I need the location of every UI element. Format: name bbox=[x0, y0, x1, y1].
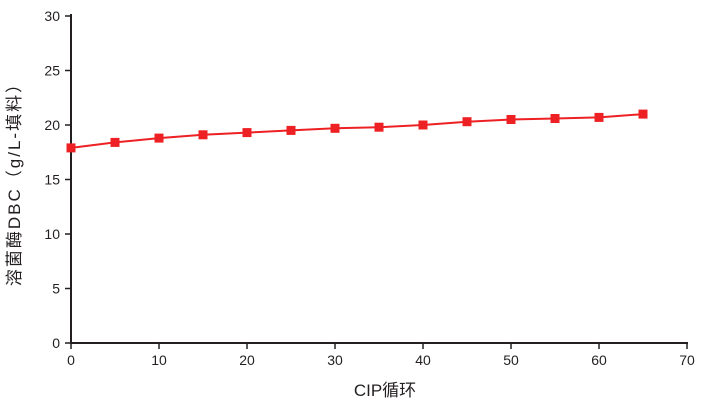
data-point-marker bbox=[550, 114, 560, 123]
y-tick-label: 20 bbox=[44, 117, 60, 133]
data-point-marker bbox=[154, 133, 164, 143]
data-point-marker bbox=[506, 115, 516, 124]
y-tick-label: 25 bbox=[44, 63, 60, 79]
data-point-marker bbox=[110, 137, 120, 147]
data-point-marker bbox=[374, 122, 384, 132]
x-tick-label: 30 bbox=[327, 352, 343, 368]
x-tick-label: 60 bbox=[591, 352, 607, 368]
data-point-marker bbox=[330, 123, 340, 133]
y-tick-label: 15 bbox=[44, 172, 60, 188]
data-point-marker bbox=[638, 109, 648, 119]
x-tick-label: 40 bbox=[415, 352, 431, 368]
data-point-marker bbox=[66, 143, 76, 153]
data-point-marker bbox=[198, 130, 208, 140]
data-point-marker bbox=[286, 125, 296, 135]
data-point-marker bbox=[594, 112, 604, 122]
data-point-marker bbox=[242, 128, 252, 138]
data-series-line bbox=[70, 113, 644, 149]
x-tick-label: 20 bbox=[239, 352, 255, 368]
x-tick-label: 10 bbox=[151, 352, 167, 368]
data-point-marker bbox=[462, 117, 472, 127]
y-tick-label: 5 bbox=[52, 281, 60, 297]
axes-layer bbox=[65, 14, 688, 349]
y-axis-title: 溶菌酶DBC（g/L-填料） bbox=[5, 74, 24, 286]
y-tick-label: 10 bbox=[44, 226, 60, 242]
x-tick-label: 70 bbox=[679, 352, 695, 368]
x-tick-label: 0 bbox=[67, 352, 75, 368]
data-series-layer bbox=[66, 109, 648, 153]
y-tick-label: 0 bbox=[52, 335, 60, 351]
tick-label-layer: 0 5 10 15 20 25 30 0 10 20 30 40 50 60 70 bbox=[44, 8, 695, 368]
x-tick-label: 50 bbox=[503, 352, 519, 368]
x-axis-title: CIP循环 bbox=[354, 381, 416, 400]
y-tick-label: 30 bbox=[44, 8, 60, 24]
data-point-marker bbox=[418, 120, 428, 130]
